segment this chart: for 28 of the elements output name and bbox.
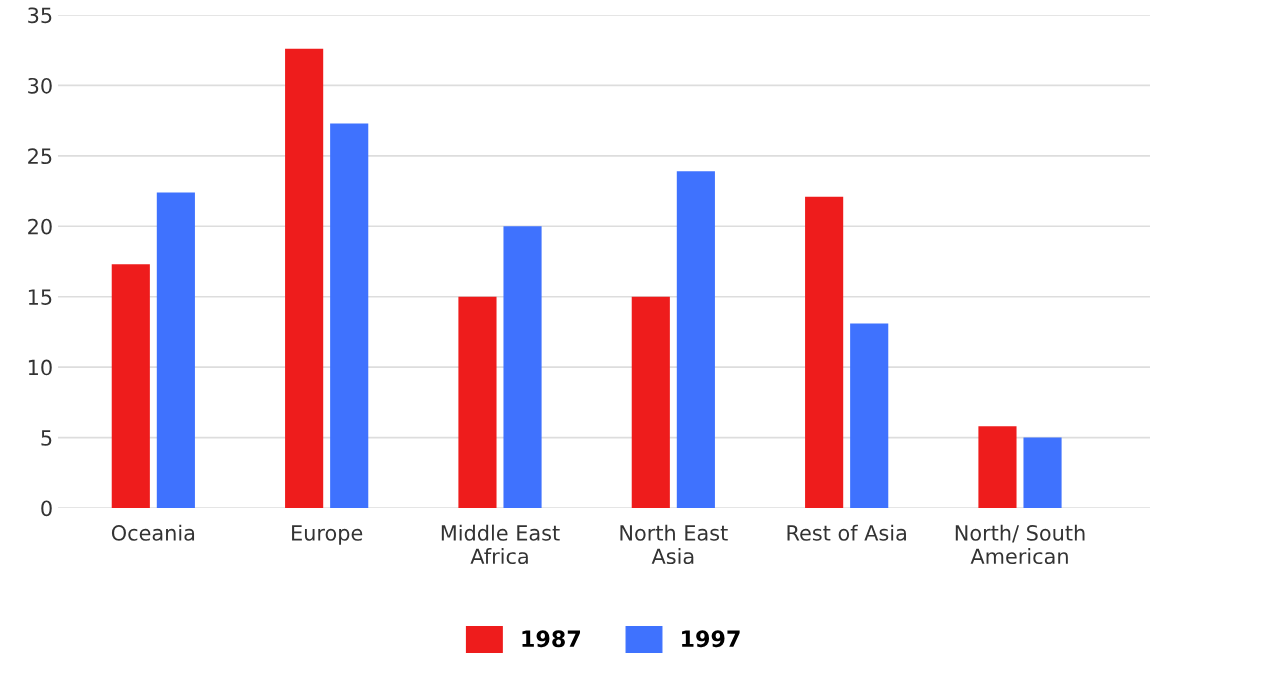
bar (285, 48, 324, 508)
bar (850, 323, 889, 508)
bar (503, 226, 542, 508)
y-tick-label: 10 (28, 359, 52, 376)
bar (1023, 437, 1062, 508)
y-tick-label: 15 (28, 289, 52, 305)
legend-label: 1987 (522, 630, 581, 648)
bar (676, 171, 715, 508)
bar (805, 196, 844, 508)
x-tick-label: Rest of Asia (787, 524, 906, 541)
legend-label: 1997 (682, 630, 740, 648)
bar (330, 123, 369, 508)
y-tick-label: 25 (28, 148, 52, 165)
x-tick-label: Oceania (111, 524, 195, 541)
bar (156, 192, 195, 508)
y-tick-label: 5 (41, 430, 52, 446)
x-tick-label: North East Asia (620, 524, 728, 565)
y-tick-label: 30 (28, 77, 52, 94)
bar (978, 426, 1017, 508)
x-tick-label: Europe (292, 525, 363, 545)
x-tick-label: North/ South American (955, 524, 1085, 565)
y-tick-label: 20 (28, 218, 52, 235)
bar (631, 296, 670, 508)
bar (111, 264, 150, 508)
x-tick-label: Middle East Africa (441, 524, 560, 565)
bar (458, 296, 497, 508)
y-tick-label: 35 (28, 7, 52, 24)
y-tick-label: 0 (41, 500, 52, 517)
